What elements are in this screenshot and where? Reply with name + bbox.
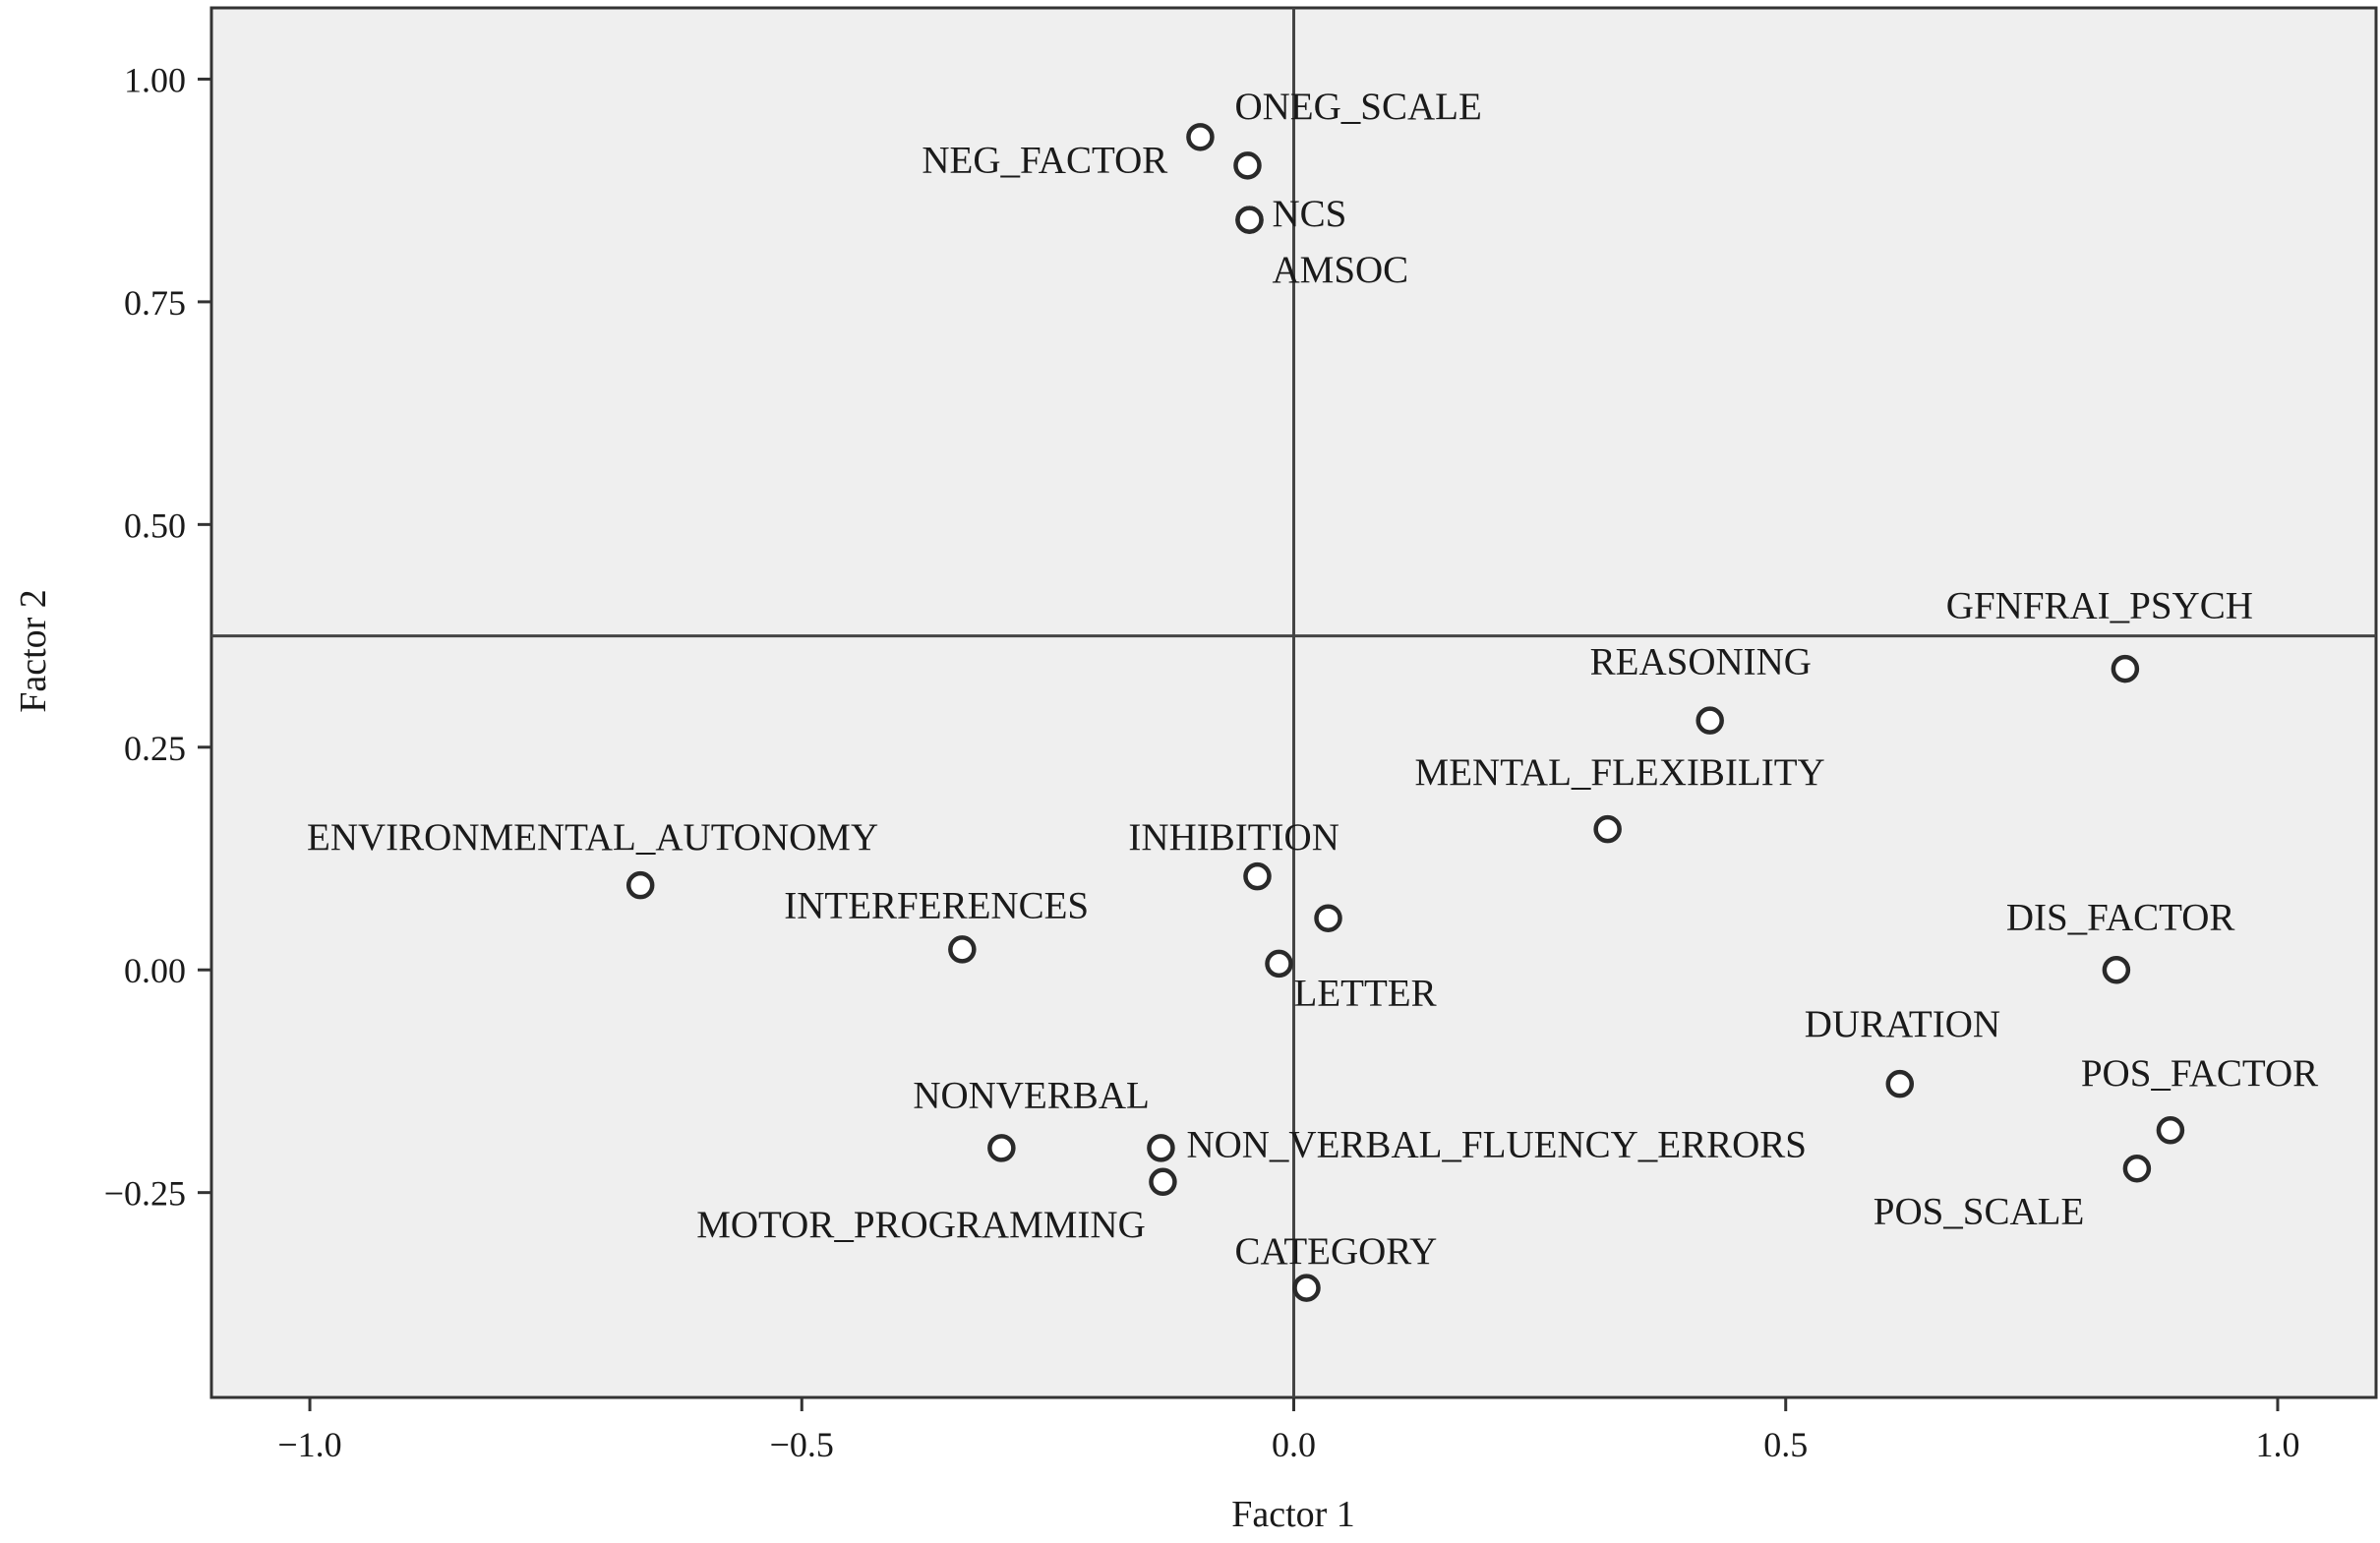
point-label-18: MOTOR_PROGRAMMING	[696, 1204, 1146, 1246]
point-label-7: ENVIRONMENTAL_AUTONOMY	[307, 816, 878, 859]
data-point-11	[1265, 949, 1293, 979]
y-tick-label-5: −0.25	[104, 1174, 186, 1214]
y-tick-label-1: 0.75	[124, 283, 186, 323]
data-point-12	[2102, 955, 2131, 984]
x-axis-ticks: −1.0 −0.5 0.0 0.5 1.0	[277, 1397, 2299, 1464]
data-point-16	[987, 1134, 1016, 1162]
x-axis-title: Factor 1	[1231, 1494, 1355, 1535]
data-points	[625, 123, 2185, 1302]
data-point-0	[1186, 123, 1215, 151]
data-point-6	[1593, 814, 1622, 844]
y-axis-title: Factor 2	[13, 589, 54, 713]
data-point-10	[948, 935, 977, 964]
point-labels: ONEG_SCALE NEG_FACTOR NCS AMSOC GFNFRAI_PSYC…	[307, 86, 2318, 1273]
data-point-7	[625, 870, 655, 900]
data-point-19	[1292, 1274, 1321, 1302]
x-tick-label-2: 0.0	[1272, 1425, 1316, 1464]
point-label-19: CATEGORY	[1234, 1230, 1437, 1273]
point-label-4: GFNFRAI_PSYCH	[1946, 584, 2253, 626]
data-point-15	[2122, 1154, 2152, 1183]
point-label-2: NCS	[1272, 193, 1346, 235]
data-point-3	[1235, 206, 1264, 234]
point-label-5: REASONING	[1590, 641, 1812, 683]
data-point-4	[2111, 654, 2140, 683]
point-label-14: POS_FACTOR	[2081, 1052, 2318, 1095]
y-tick-label-3: 0.25	[124, 729, 186, 768]
point-label-16: NONVERBAL	[913, 1075, 1150, 1117]
data-point-5	[1696, 706, 1724, 735]
x-tick-label-1: −0.5	[770, 1425, 834, 1464]
data-point-18	[1149, 1167, 1177, 1197]
point-label-17: NON_VERBAL_FLUENCY_ERRORS	[1186, 1123, 1807, 1165]
x-tick-label-3: 0.5	[1763, 1425, 1808, 1464]
point-label-6: MENTAL_FLEXIBILITY	[1415, 751, 1825, 794]
data-point-9	[1314, 904, 1342, 932]
point-label-15: POS_SCALE	[1874, 1190, 2085, 1232]
y-tick-label-0: 1.00	[124, 60, 186, 99]
x-tick-label-0: −1.0	[277, 1425, 341, 1464]
data-point-13	[1885, 1069, 1915, 1098]
data-point-1	[1233, 151, 1262, 180]
y-axis-ticks: 1.00 0.75 0.50 0.25 0.00 −0.25	[104, 60, 211, 1214]
point-label-10: INTERFERENCES	[784, 885, 1089, 927]
data-point-8	[1243, 861, 1272, 891]
data-point-17	[1147, 1134, 1175, 1162]
point-label-12: DIS_FACTOR	[2006, 896, 2235, 938]
point-label-11: LETTER	[1294, 972, 1437, 1014]
y-tick-label-2: 0.50	[124, 505, 186, 545]
x-tick-label-4: 1.0	[2255, 1425, 2299, 1464]
point-label-1: NEG_FACTOR	[922, 140, 1167, 182]
point-label-13: DURATION	[1805, 1003, 2000, 1045]
data-point-14	[2156, 1116, 2185, 1145]
point-label-0: ONEG_SCALE	[1234, 86, 1481, 128]
point-label-8: INHIBITION	[1128, 816, 1339, 859]
y-tick-label-4: 0.00	[124, 951, 186, 990]
point-label-3: AMSOC	[1272, 249, 1408, 291]
